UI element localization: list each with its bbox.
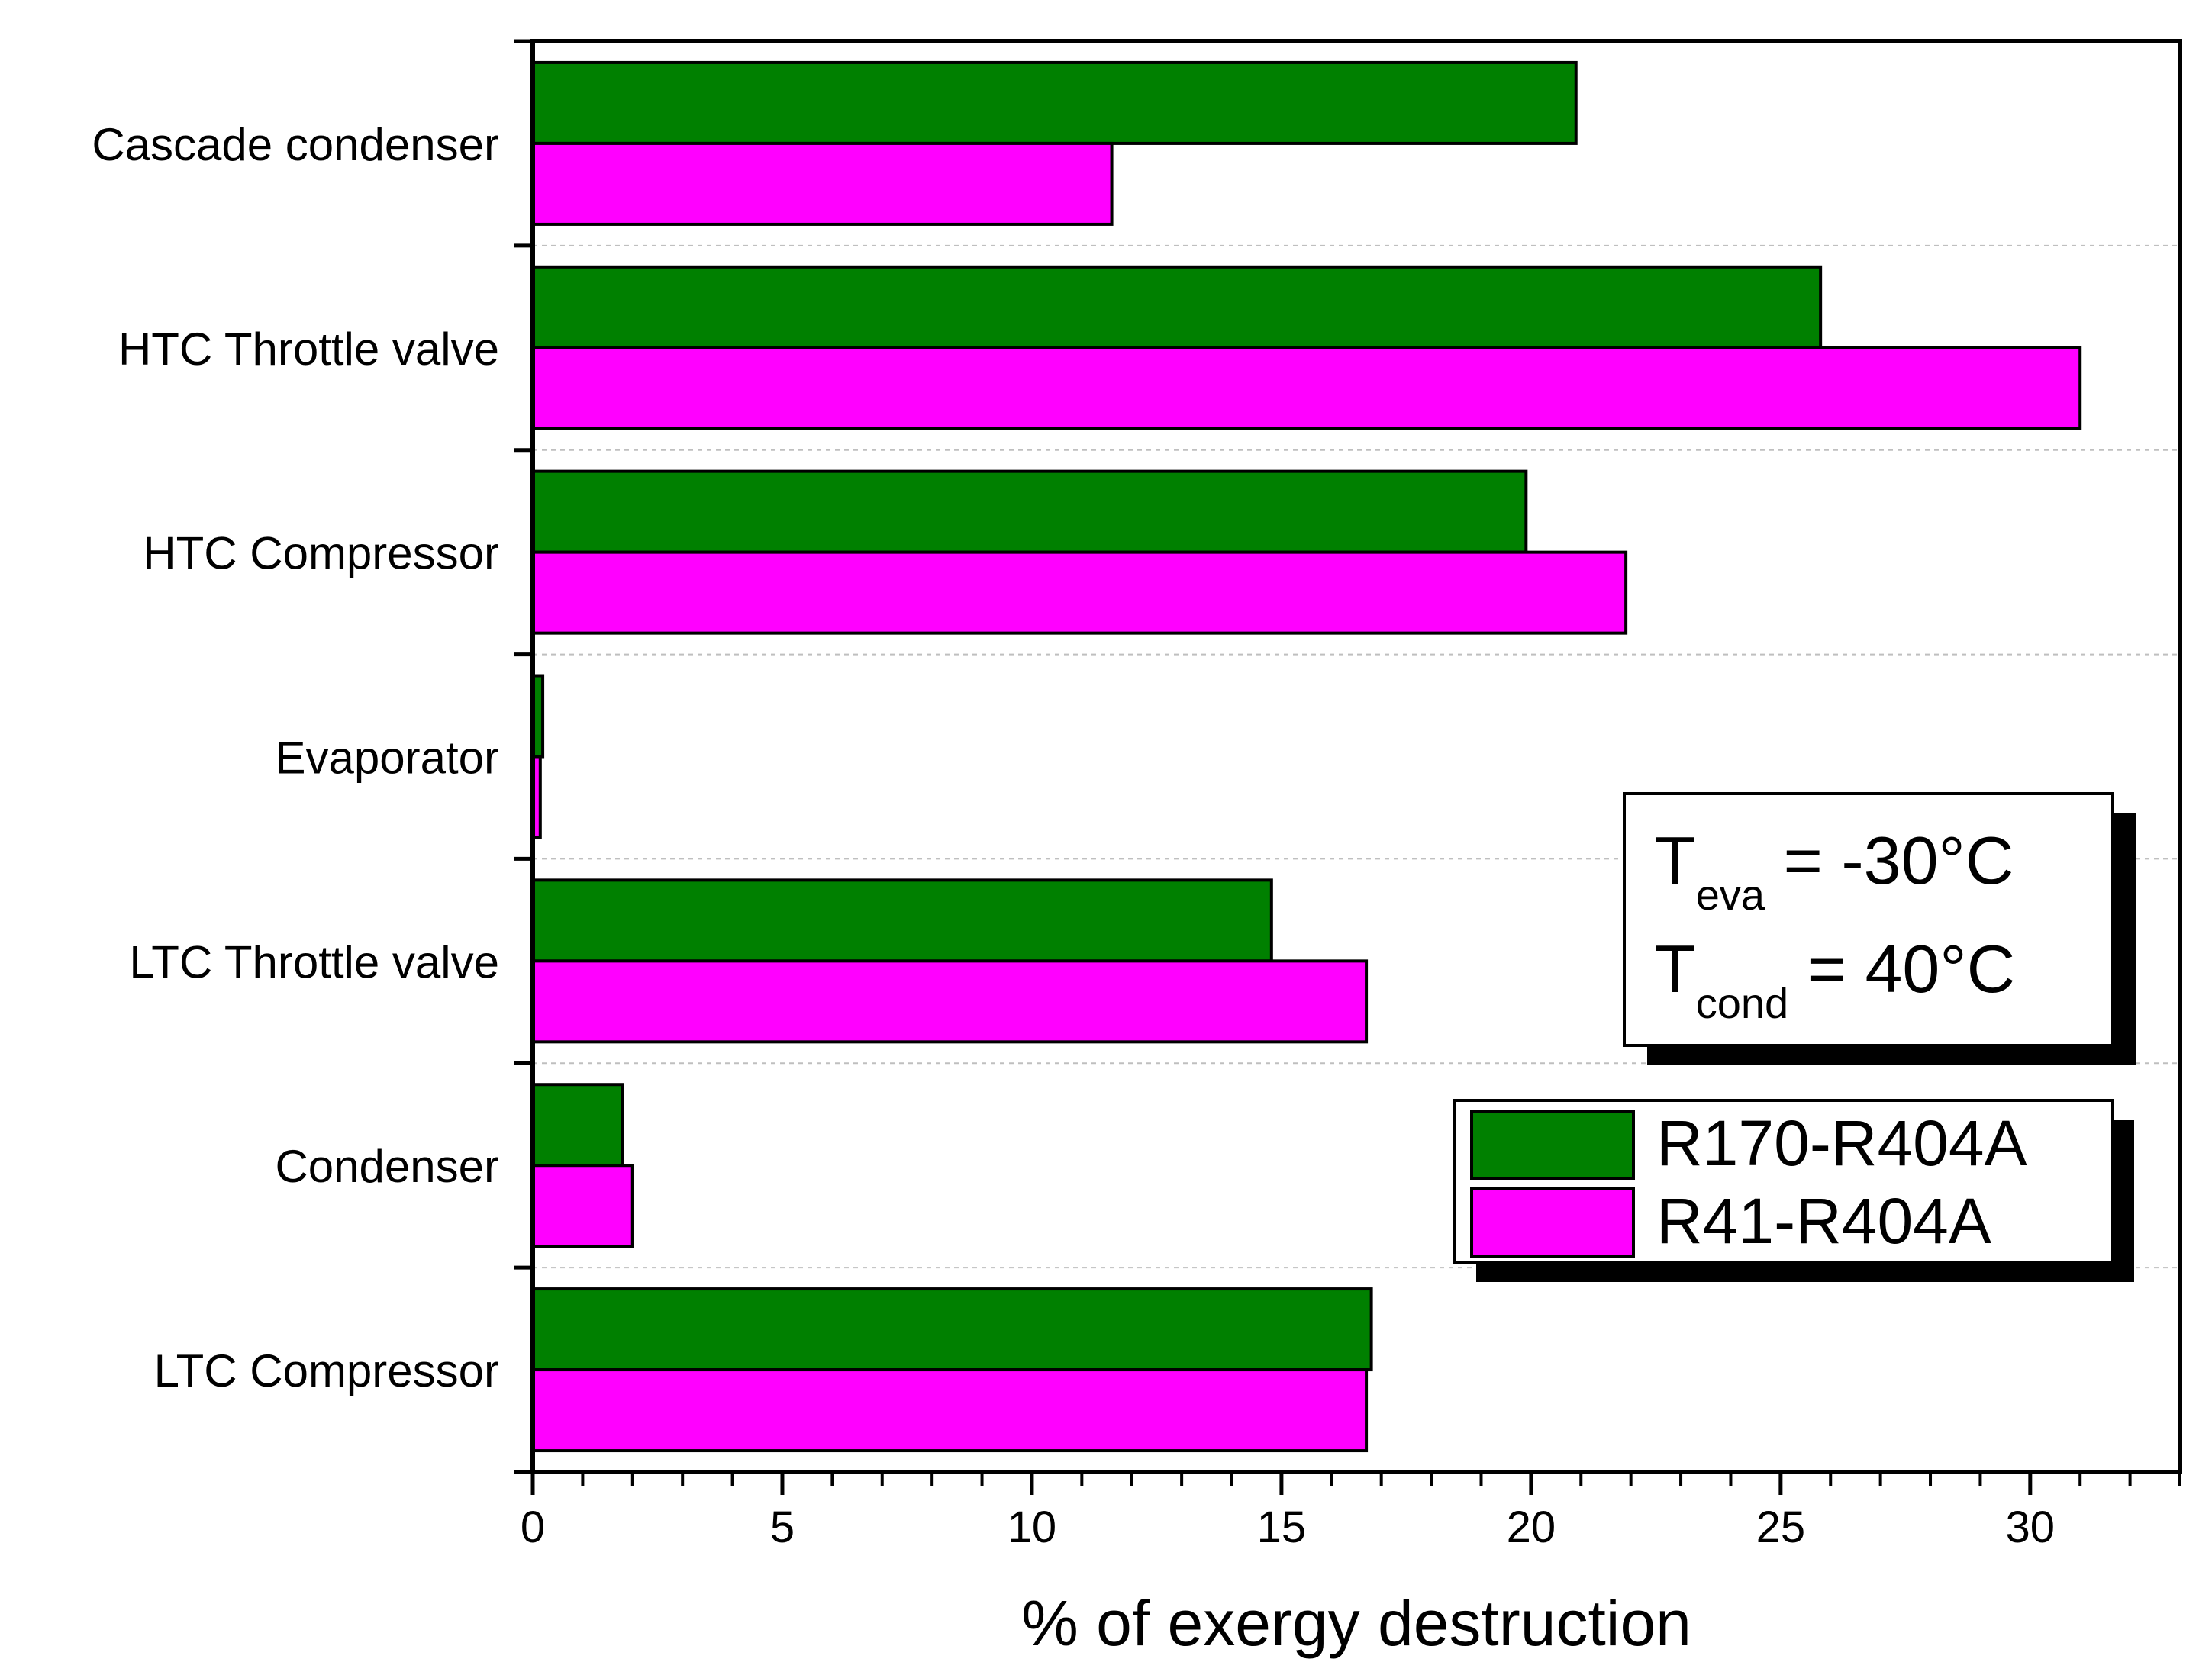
annotation-frame: [1623, 792, 2114, 1047]
bar-r41-r404a-ltc-throttle-valve: [531, 959, 1369, 1044]
x-tick-label-20: 20: [1507, 1503, 1556, 1552]
annotation-unit-eva: C: [1965, 823, 2014, 898]
annotation-degree-eva: °: [1939, 823, 1965, 898]
bar-r170-r404a-htc-throttle-valve: [531, 265, 1823, 349]
x-tick-label-5: 5: [770, 1503, 795, 1552]
annotation-degree-cond: °: [1940, 931, 1966, 1007]
bars: [531, 60, 2082, 1453]
legend-swatch-r41-r404a: [1470, 1187, 1635, 1258]
annotation-value-cond: = 40: [1788, 931, 1940, 1007]
bar-r41-r404a-htc-compressor: [531, 550, 1628, 635]
x-axis-title: % of exergy destruction: [1021, 1587, 1691, 1659]
annotation-value-eva: = -30: [1765, 823, 1938, 898]
bar-r170-r404a-ltc-throttle-valve: [531, 878, 1273, 963]
bar-r41-r404a-htc-throttle-valve: [531, 346, 2082, 430]
legend-swatch-r170-r404a: [1470, 1110, 1635, 1180]
annotation-evaporator-temperature: Teva = -30°C: [1655, 823, 2014, 919]
bar-r41-r404a-cascade-condenser: [531, 141, 1114, 226]
y-tick-label-cascade-condenser: Cascade condenser: [92, 119, 499, 170]
bar-r41-r404a-ltc-compressor: [531, 1368, 1369, 1453]
annotation-box: Teva = -30°C Tcond = 40°C: [1623, 792, 2136, 1065]
annotation-unit-cond: C: [1967, 931, 2016, 1007]
legend-label-r170-r404a: R170-R404A: [1656, 1107, 2027, 1179]
annotation-subscript-cond: cond: [1696, 979, 1788, 1027]
annotation-condenser-temperature: Tcond = 40°C: [1655, 931, 2015, 1027]
bar-r170-r404a-cascade-condenser: [531, 60, 1578, 145]
annotation-t-symbol: T: [1655, 823, 1696, 898]
bar-r170-r404a-condenser: [531, 1083, 624, 1168]
y-tick-label-evaporator: Evaporator: [276, 733, 500, 784]
annotation-subscript-eva: eva: [1696, 871, 1765, 919]
y-tick-label-ltc-compressor: LTC Compressor: [154, 1345, 499, 1396]
y-tick-label-htc-throttle-valve: HTC Throttle valve: [118, 324, 499, 375]
x-tick-label-25: 25: [1756, 1503, 1806, 1552]
x-tick-label-30: 30: [2006, 1503, 2056, 1552]
legend-label-r41-r404a: R41-R404A: [1656, 1185, 1991, 1257]
plot-frame: [530, 39, 2182, 1474]
bar-r170-r404a-htc-compressor: [531, 469, 1528, 554]
y-tick-label-condenser: Condenser: [275, 1141, 499, 1192]
x-tick-label-15: 15: [1257, 1503, 1307, 1552]
bar-r41-r404a-condenser: [531, 1164, 634, 1248]
bar-r170-r404a-ltc-compressor: [531, 1287, 1373, 1372]
annotation-t-symbol-cond: T: [1655, 931, 1696, 1007]
x-tick-label-10: 10: [1008, 1503, 1057, 1552]
legend: R170-R404A R41-R404A: [1453, 1099, 2134, 1282]
y-tick-label-htc-compressor: HTC Compressor: [143, 528, 499, 579]
y-tick-label-ltc-throttle-valve: LTC Throttle valve: [129, 936, 499, 987]
x-tick-label-0: 0: [521, 1503, 545, 1552]
y-axis: Cascade condenser HTC Throttle valve HTC C…: [92, 39, 533, 1474]
x-axis: 0 5 10 15 20 25 30: [521, 1472, 2181, 1552]
